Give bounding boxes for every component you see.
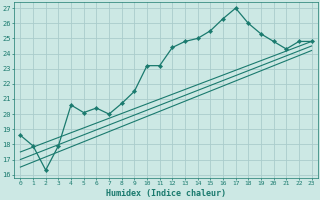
X-axis label: Humidex (Indice chaleur): Humidex (Indice chaleur): [106, 189, 226, 198]
